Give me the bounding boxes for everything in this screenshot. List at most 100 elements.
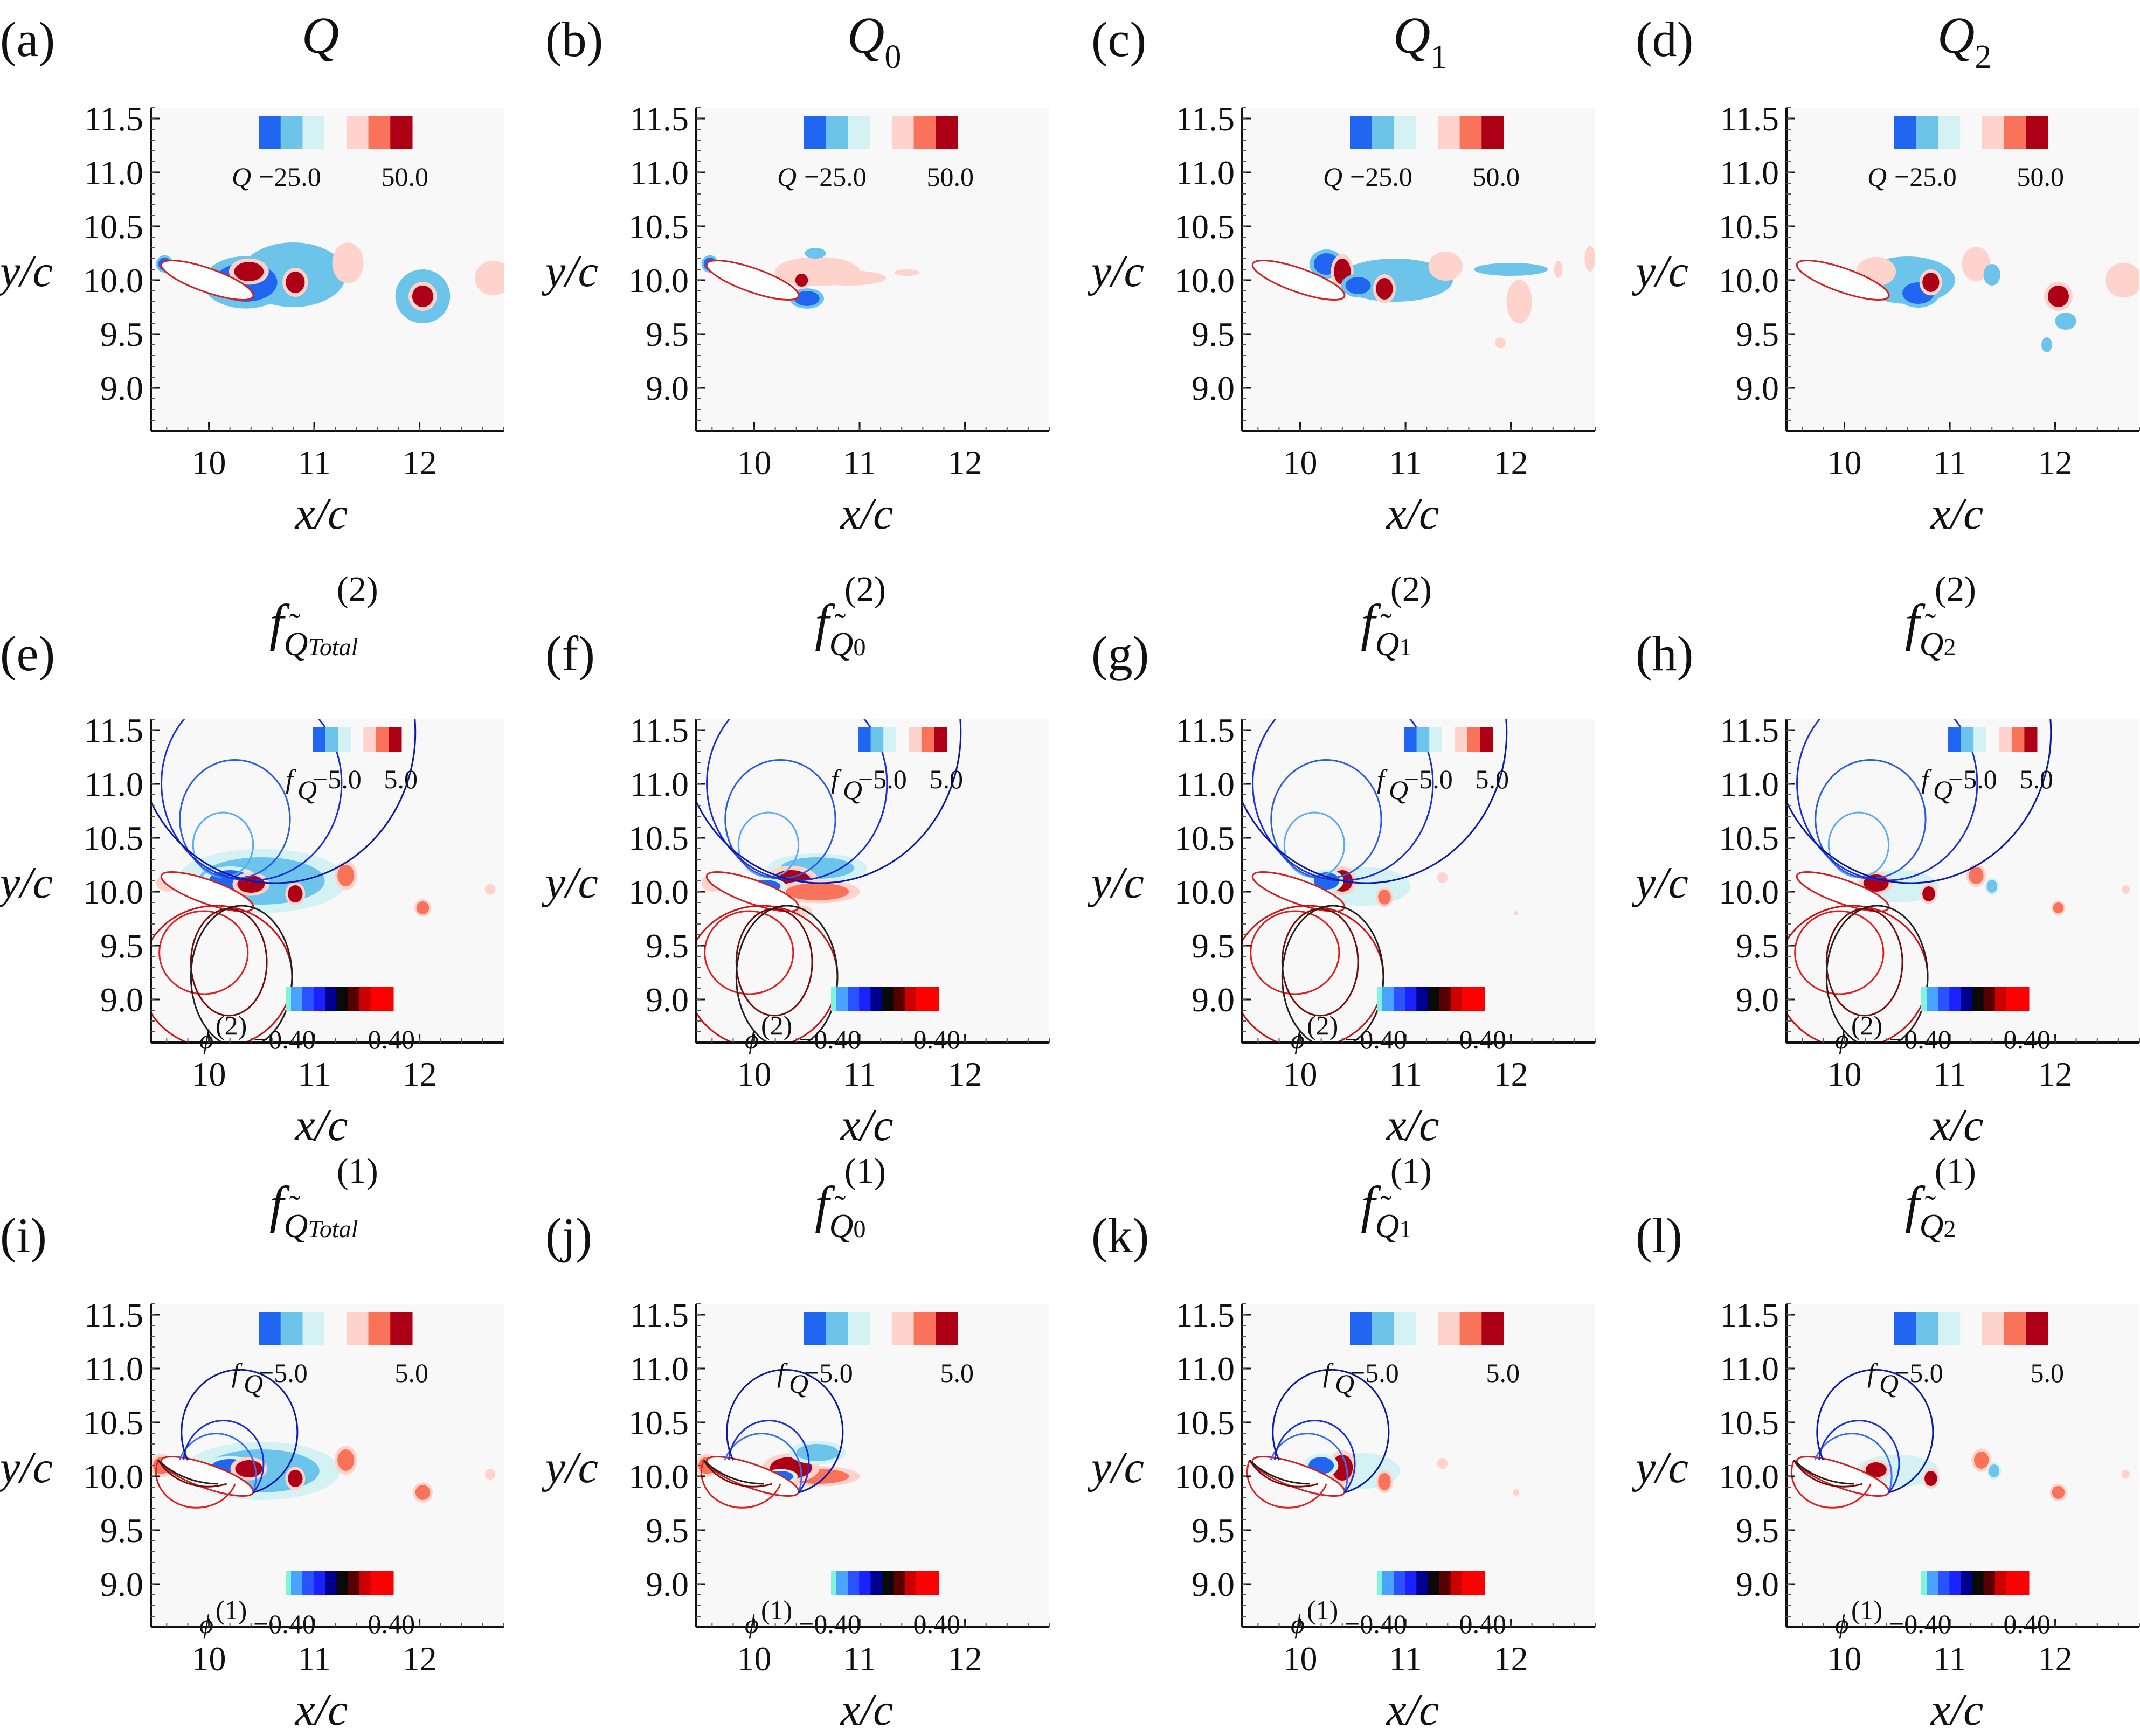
colorbar-swatch bbox=[325, 1571, 337, 1595]
colorbar-swatch bbox=[2026, 116, 2048, 149]
colorbar-swatch bbox=[1916, 116, 1938, 149]
y-tick-label: 11.5 bbox=[1720, 100, 1779, 138]
y-tick-label: 11.0 bbox=[84, 765, 143, 803]
panel-label: (f) bbox=[545, 626, 595, 681]
colorbar-label-sup: (2) bbox=[216, 1010, 247, 1040]
x-tick-label: 12 bbox=[1494, 1640, 1528, 1678]
panel-label: (a) bbox=[0, 12, 56, 67]
colorbar-swatch bbox=[1949, 987, 1961, 1011]
colorbar-swatch bbox=[338, 727, 351, 752]
colorbar-Q: Q −25.0 50.0 bbox=[1867, 116, 2064, 192]
y-tick-label: 9.5 bbox=[1736, 1511, 1779, 1550]
colorbar-min-label: −0.40 bbox=[1345, 1024, 1407, 1054]
colorbar-max-label: 5.0 bbox=[930, 764, 964, 794]
field-line-negative bbox=[190, 908, 268, 1017]
colorbar-Q: Q −25.0 50.0 bbox=[232, 116, 428, 192]
x-tick-label: 11 bbox=[843, 1640, 876, 1678]
y-tick-label: 10.0 bbox=[1719, 261, 1779, 300]
colorbar-swatch bbox=[1921, 987, 1927, 1011]
y-tick-label: 9.0 bbox=[100, 981, 143, 1019]
field-line-positive bbox=[1270, 1433, 1348, 1493]
colorbar-swatch bbox=[927, 1571, 939, 1595]
x-tick-label: 12 bbox=[403, 1055, 437, 1093]
x-axis-label: x/c bbox=[295, 1100, 348, 1150]
colorbar-swatch bbox=[870, 1571, 882, 1595]
plot-area: 9.09.510.010.511.011.510 11 12f Q−5.0 5.0ϕ (2… bbox=[1719, 711, 2140, 1093]
x-tick-label: 10 bbox=[1283, 1640, 1318, 1678]
colorbar-swatch bbox=[891, 1312, 915, 1345]
y-axis-label: y/c bbox=[0, 246, 53, 296]
panel-a: (a) Q 9.0 9.5 10.0 10.5 11.0 11.5 10 11 12 Q −25.0 50… bbox=[0, 0, 539, 571]
x-tick-label: 12 bbox=[403, 443, 437, 482]
colorbar-swatch bbox=[870, 1312, 892, 1345]
colorbar-swatch bbox=[1450, 987, 1463, 1011]
y-tick-label: 11.5 bbox=[1720, 1296, 1779, 1334]
title-symbol: f bbox=[269, 594, 284, 651]
title-subscript: Q ˜ 0 bbox=[829, 1189, 866, 1245]
contour-region bbox=[1432, 255, 1458, 277]
colorbar-swatch bbox=[891, 116, 915, 149]
colorbar-swatch bbox=[870, 727, 884, 752]
contour-layer bbox=[156, 242, 504, 323]
colorbar-swatch bbox=[870, 116, 892, 149]
colorbar-min-label: −0.40 bbox=[1345, 1609, 1407, 1639]
field-lines bbox=[700, 1369, 844, 1509]
colorbar-swatch bbox=[836, 1571, 848, 1595]
colorbar-swatch bbox=[1462, 1571, 1474, 1595]
colorbar-min-label: −0.40 bbox=[799, 1024, 861, 1054]
panel-title: fQ ˜ 2(2) bbox=[1905, 570, 1976, 664]
colorbar-swatch bbox=[302, 116, 325, 149]
y-tick-label: 9.0 bbox=[1736, 369, 1779, 407]
colorbar-label-sub: Q bbox=[1933, 775, 1952, 805]
contour-region bbox=[1969, 867, 1984, 884]
panel-g: (g) fQ ˜ 1(2) 9.0 9.5 10.0 10.5 11.0 11.5 10 11 12 f Q… bbox=[1091, 570, 1630, 1153]
colorbar-swatch bbox=[370, 1571, 383, 1595]
colorbar-swatch bbox=[896, 727, 909, 752]
colorbar-max-label: 50.0 bbox=[1473, 162, 1520, 192]
x-axis-label: x/c bbox=[840, 489, 894, 539]
x-axis-label: x/c bbox=[840, 1685, 894, 1735]
title-symbol: Q ˜ bbox=[847, 0, 884, 64]
title-subscript: Q ˜ 2 bbox=[1920, 1189, 1956, 1245]
tilde-accent: ˜ bbox=[1380, 1189, 1392, 1226]
field-lines bbox=[1786, 719, 2052, 1043]
title-sub-base: Q bbox=[1919, 626, 1944, 663]
x-tick-label: 10 bbox=[1827, 1640, 1862, 1678]
y-tick-label: 11.0 bbox=[629, 154, 689, 192]
y-tick-label: 11.5 bbox=[629, 711, 689, 749]
colorbar-swatch bbox=[2006, 1571, 2018, 1595]
colorbar-swatch bbox=[280, 1312, 303, 1345]
colorbar-swatch bbox=[859, 1571, 871, 1595]
x-tick-label: 10 bbox=[1283, 443, 1318, 482]
y-axis-label: y/c bbox=[545, 246, 598, 296]
colorbar-swatch bbox=[1961, 1571, 1972, 1595]
colorbar-phi2: ϕ (2) −0.40 0.40 bbox=[1835, 987, 2051, 1054]
contour-region bbox=[2053, 902, 2064, 913]
field-line-negative bbox=[1794, 910, 1885, 995]
colorbar-swatch bbox=[831, 1571, 837, 1595]
panel-d: (d) Q ˜ 2 9.0 9.5 10.0 10.5 11.0 11.5 10 11 12 Q −25.0… bbox=[1636, 0, 2140, 571]
colorbar-swatch bbox=[363, 727, 377, 752]
title-sub-base: Q bbox=[1375, 1207, 1400, 1245]
colorbar-max-label: 5.0 bbox=[2031, 1358, 2065, 1388]
colorbar-swatch bbox=[936, 1312, 958, 1345]
y-tick-label: 11.5 bbox=[84, 1296, 143, 1334]
colorbar-label-sup: (1) bbox=[1851, 1595, 1882, 1625]
field-line-positive bbox=[1814, 1433, 1893, 1493]
panel-title: fQ ˜ 1(1) bbox=[1361, 1151, 1432, 1246]
colorbar-swatch bbox=[882, 1571, 894, 1595]
y-tick-label: 9.0 bbox=[100, 1565, 143, 1603]
contour-core bbox=[1314, 1461, 1328, 1470]
colorbar-swatch bbox=[1394, 1571, 1405, 1595]
x-tick-label: 12 bbox=[1494, 443, 1528, 482]
title-superscript: (2) bbox=[1390, 570, 1432, 609]
contour-region bbox=[416, 901, 430, 914]
y-tick-label: 10.5 bbox=[1174, 819, 1235, 857]
y-tick-label: 11.0 bbox=[1175, 154, 1235, 192]
field-line-positive bbox=[1786, 719, 2052, 884]
title-sub-base: Q bbox=[283, 1207, 308, 1245]
title-sub-base: Q bbox=[283, 626, 308, 663]
colorbar-swatch bbox=[1437, 1312, 1460, 1345]
y-tick-label: 10.5 bbox=[628, 819, 689, 857]
colorbar-min-label: −5.0 bbox=[804, 1358, 853, 1388]
